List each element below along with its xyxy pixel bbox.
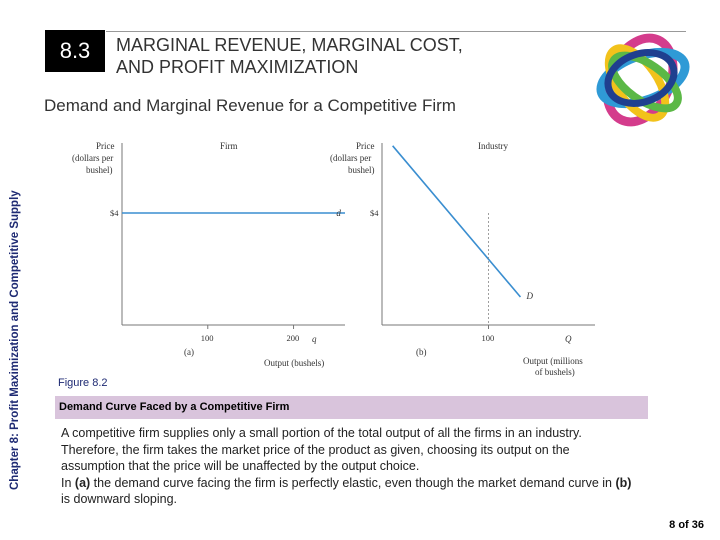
slide-title-line-1: MARGINAL REVENUE, MARGINAL COST, (116, 35, 463, 55)
figure-label: Figure 8.2 (58, 377, 108, 389)
panel-a-xlabel: Output (bushels) (264, 358, 324, 368)
figure-caption-bar: Demand Curve Faced by a Competitive Firm (55, 396, 648, 419)
page-number: 8 of 36 (669, 519, 704, 531)
body-p2-part3: is downward sloping. (61, 492, 178, 506)
panel-b-title: Industry (478, 141, 508, 151)
panel-a-x-tick-label-100: 100 (201, 333, 214, 343)
panel-a-y-tick-4: $4 (110, 208, 119, 218)
body-p2-a: (a) (74, 475, 91, 490)
figure-caption: Demand Curve Faced by a Competitive Firm (59, 401, 290, 413)
chapter-sidebar-label: Chapter 8: Profit Maximization and Compe… (9, 190, 21, 490)
panel-a-label: (a) (184, 347, 194, 357)
figure-8-2: Firm Price (dollars per bushel) d $4 100… (72, 141, 595, 377)
body-p2-part1: In (61, 475, 75, 490)
panel-a-ylabel-3: bushel) (86, 165, 113, 175)
slide-title-line-2: AND PROFIT MAXIMIZATION (116, 57, 359, 77)
body-p2-part2: the demand curve facing the firm is perf… (90, 475, 616, 490)
panel-b-series-label-D: D (525, 291, 533, 301)
panel-b-xlabel-1: Output (millions (523, 356, 583, 366)
panel-a-title: Firm (220, 141, 238, 151)
panel-b-ylabel-1: Price (356, 141, 375, 151)
panel-a-firm: Firm Price (dollars per bushel) d $4 100… (72, 141, 345, 368)
panel-b-industry: Industry Price (dollars per bushel) D $4… (330, 141, 595, 377)
panel-a-x-symbol: q (312, 334, 317, 344)
header-rule (106, 31, 686, 32)
panel-a-x-ticks: 100 200 (201, 325, 300, 343)
panel-b-ylabel-2: (dollars per (330, 153, 371, 163)
body-p2-b: (b) (615, 475, 632, 490)
panel-b-xlabel-2: of bushels) (535, 367, 575, 377)
panel-a-series-label-d: d (336, 208, 341, 218)
panel-b-x-tick-label-100: 100 (482, 333, 495, 343)
panel-b-x-symbol: Q (565, 334, 572, 344)
slide-subtitle: Demand and Marginal Revenue for a Compet… (44, 96, 456, 115)
panel-a-ylabel-2: (dollars per (72, 153, 113, 163)
panel-a-ylabel-1: Price (96, 141, 115, 151)
body-paragraph-2: In (a) the demand curve facing the firm … (61, 475, 636, 508)
panel-b-y-tick-4: $4 (370, 208, 379, 218)
panel-b-ylabel-3: bushel) (348, 165, 375, 175)
panel-b-x-ticks: 100 (482, 325, 495, 343)
body-paragraph-1: A competitive firm supplies only a small… (61, 426, 582, 473)
panel-b-demand-line-D (392, 145, 522, 298)
section-number-badge: 8.3 (45, 30, 105, 72)
body-text: A competitive firm supplies only a small… (61, 425, 636, 508)
rings-logo-icon (596, 33, 690, 127)
slide-title: MARGINAL REVENUE, MARGINAL COST, AND PRO… (116, 34, 463, 78)
panel-b-label: (b) (416, 347, 427, 357)
panel-a-x-tick-label-200: 200 (287, 333, 300, 343)
